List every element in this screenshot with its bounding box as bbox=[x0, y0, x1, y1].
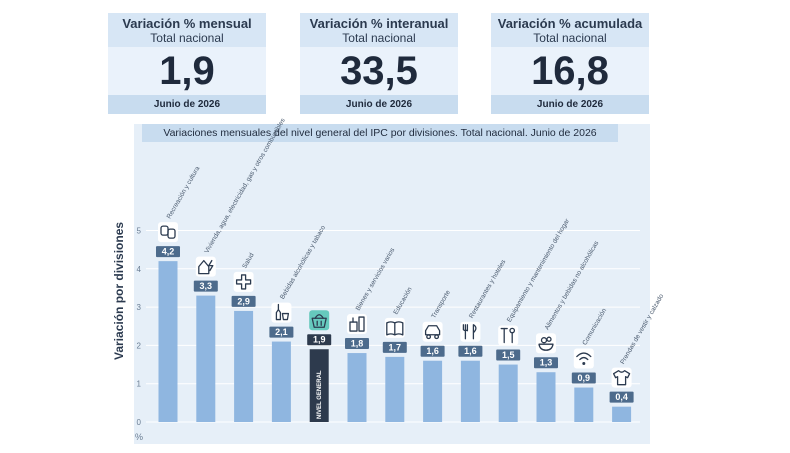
kpi-subtitle: Total nacional bbox=[533, 31, 607, 45]
y-unit-label: % bbox=[135, 432, 143, 442]
x-tick-label: Recreación y cultura bbox=[166, 165, 202, 220]
misc-goods-icon bbox=[347, 314, 367, 335]
data-label: 2,1 bbox=[275, 327, 288, 337]
data-label: 1,5 bbox=[502, 350, 515, 360]
kpi-date: Junio de 2026 bbox=[108, 95, 266, 114]
tools-icon bbox=[498, 325, 519, 346]
kpi-card-accumulated: Variación % acumulada Total nacional 16,… bbox=[491, 13, 649, 114]
value-label-box bbox=[609, 391, 634, 403]
x-tick-label: Restaurantes y hoteles bbox=[468, 258, 508, 320]
x-tick-label: Salud bbox=[241, 252, 256, 270]
house-power-icon bbox=[195, 256, 216, 277]
kpi-card-monthly: Variación % mensual Total nacional 1,9 J… bbox=[108, 13, 266, 114]
data-label: 1,8 bbox=[351, 339, 364, 349]
bar bbox=[347, 353, 367, 422]
data-label: 0,9 bbox=[578, 373, 591, 383]
wifi-icon bbox=[573, 348, 594, 369]
kpi-card-yearly: Variación % interanual Total nacional 33… bbox=[300, 13, 458, 114]
value-label-box bbox=[156, 246, 180, 258]
value-label-box bbox=[420, 345, 445, 357]
bar bbox=[536, 372, 556, 422]
x-tick-label: NIVEL GENERAL bbox=[317, 370, 323, 419]
data-label: 1,7 bbox=[389, 342, 402, 352]
y-tick-label: 1 bbox=[137, 380, 142, 389]
bar bbox=[498, 364, 518, 422]
data-label: 1,6 bbox=[464, 346, 477, 356]
data-label: 3,3 bbox=[200, 281, 213, 291]
kpi-header: Variación % mensual Total nacional bbox=[108, 13, 266, 47]
kpi-title: Variación % mensual bbox=[122, 16, 252, 31]
x-tick-label: Transporte bbox=[430, 289, 452, 320]
x-tick-label: Bienes y servicios varios bbox=[355, 246, 397, 312]
bar bbox=[234, 310, 254, 422]
value-label-box bbox=[307, 334, 332, 346]
kpi-value: 16,8 bbox=[531, 49, 609, 93]
data-label: 1,9 bbox=[313, 335, 326, 345]
kpi-header: Variación % interanual Total nacional bbox=[300, 13, 458, 47]
kpi-header: Variación % acumulada Total nacional bbox=[491, 13, 649, 47]
bar bbox=[385, 356, 405, 422]
value-label-box bbox=[496, 349, 521, 361]
value-label-box bbox=[269, 326, 294, 338]
chart-title: Variaciones mensuales del nivel general … bbox=[142, 124, 618, 142]
y-tick-label: 4 bbox=[137, 265, 142, 274]
bar bbox=[460, 360, 480, 422]
kpi-value: 1,9 bbox=[159, 49, 215, 93]
x-tick-label: Educación bbox=[392, 286, 413, 316]
x-tick-label: Comunicación bbox=[581, 307, 608, 347]
bar bbox=[574, 387, 594, 422]
data-label: 0,4 bbox=[615, 392, 628, 402]
value-label-box bbox=[382, 341, 407, 353]
kpi-value: 33,5 bbox=[340, 49, 418, 93]
book-icon bbox=[384, 317, 405, 338]
shopping-basket-icon bbox=[309, 310, 330, 331]
food-icon bbox=[536, 333, 556, 354]
data-label: 4,2 bbox=[162, 247, 175, 257]
y-tick-label: 3 bbox=[137, 303, 142, 312]
y-tick-label: 5 bbox=[137, 227, 142, 236]
y-tick-label: 2 bbox=[137, 341, 142, 350]
health-cross-icon bbox=[233, 271, 254, 292]
value-label-box bbox=[231, 295, 256, 307]
kpi-subtitle: Total nacional bbox=[150, 31, 224, 45]
value-label-box bbox=[345, 338, 369, 350]
bottle-glass-icon bbox=[271, 302, 292, 323]
theater-masks-icon bbox=[158, 222, 178, 243]
x-tick-label: Bebidas alcohólicas y tabaco bbox=[279, 224, 327, 300]
bar bbox=[196, 295, 216, 422]
bar bbox=[612, 406, 632, 422]
value-label-box bbox=[571, 372, 596, 384]
kpi-title: Variación % acumulada bbox=[497, 16, 643, 31]
value-label-box bbox=[458, 345, 483, 357]
y-tick-label: 0 bbox=[137, 418, 142, 427]
kpi-date: Junio de 2026 bbox=[300, 95, 458, 114]
data-label: 2,9 bbox=[237, 296, 250, 306]
x-tick-label: Vivienda, agua, electricidad, gas y otro… bbox=[203, 117, 287, 255]
kpi-title: Variación % interanual bbox=[309, 16, 449, 31]
kpi-subtitle: Total nacional bbox=[342, 31, 416, 45]
bar bbox=[423, 360, 443, 422]
bar bbox=[158, 261, 178, 422]
tshirt-icon bbox=[611, 367, 632, 388]
bar bbox=[309, 349, 329, 422]
x-tick-label: Prendas de vestir y calzado bbox=[619, 293, 665, 366]
bar bbox=[271, 341, 291, 422]
car-icon bbox=[422, 321, 443, 342]
value-label-box bbox=[193, 280, 218, 292]
cutlery-icon bbox=[460, 321, 481, 342]
data-label: 1,3 bbox=[540, 358, 553, 368]
data-label: 1,6 bbox=[426, 346, 439, 356]
kpi-date: Junio de 2026 bbox=[491, 95, 649, 114]
value-label-box bbox=[534, 357, 558, 369]
